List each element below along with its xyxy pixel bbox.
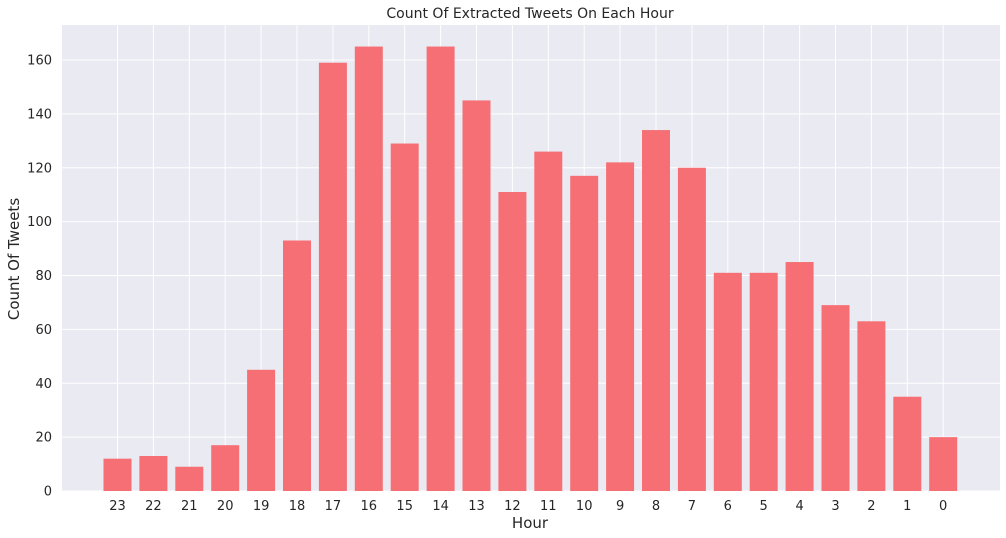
y-tick-label: 40	[35, 377, 52, 392]
x-tick-label: 9	[616, 499, 624, 514]
y-tick-label: 0	[44, 485, 52, 500]
bar-hour-13	[462, 100, 491, 491]
bar-hour-9	[606, 162, 635, 491]
y-tick-label: 80	[35, 269, 52, 284]
x-tick-label: 10	[576, 499, 593, 514]
bar-hour-4	[785, 262, 814, 491]
bar-hour-20	[211, 445, 240, 491]
x-tick-label: 3	[831, 499, 839, 514]
y-tick-label: 120	[27, 161, 52, 176]
x-axis-label: Hour	[512, 514, 549, 532]
x-tick-label: 8	[652, 499, 660, 514]
x-tick-label: 7	[688, 499, 696, 514]
bar-hour-5	[749, 272, 778, 491]
x-tick-label: 2	[867, 499, 875, 514]
bar-hour-23	[103, 458, 132, 491]
x-tick-label: 4	[795, 499, 803, 514]
bar-hour-10	[570, 175, 599, 491]
bar-hour-8	[642, 130, 670, 492]
chart-title: Count Of Extracted Tweets On Each Hour	[386, 6, 673, 22]
y-tick-labels: 0 20 40 60 80 100 120 140 160	[27, 54, 52, 500]
x-tick-label: 16	[361, 499, 378, 514]
bar-hour-6	[713, 272, 742, 491]
bar-hour-7	[677, 167, 706, 491]
y-tick-label: 100	[27, 215, 52, 230]
bar-hour-15	[390, 143, 419, 491]
x-tick-label: 17	[325, 499, 342, 514]
bar-hour-11	[534, 151, 563, 492]
x-tick-label: 13	[468, 499, 485, 514]
bars	[103, 46, 958, 492]
bar-hour-12	[498, 192, 527, 491]
x-tick-label: 1	[903, 499, 911, 514]
bar-hour-14	[426, 46, 455, 491]
bar-hour-21	[175, 466, 204, 491]
bar-hour-0	[929, 437, 958, 491]
x-tick-label: 19	[253, 499, 270, 514]
x-tick-label: 21	[181, 499, 198, 514]
y-tick-label: 60	[35, 323, 52, 338]
bar-hour-2	[857, 321, 886, 491]
x-tick-label: 22	[145, 499, 162, 514]
bar-hour-17	[318, 62, 347, 491]
x-tick-label: 14	[432, 499, 449, 514]
bar-hour-22	[139, 455, 168, 491]
y-tick-label: 20	[35, 431, 52, 446]
x-tick-label: 0	[939, 499, 947, 514]
x-tick-label: 15	[396, 499, 413, 514]
bar-hour-19	[247, 369, 276, 491]
bar-hour-16	[354, 46, 383, 491]
y-tick-label: 140	[27, 107, 52, 122]
x-tick-label: 18	[289, 499, 306, 514]
x-tick-label: 20	[217, 499, 234, 514]
x-tick-label: 11	[540, 499, 557, 514]
x-tick-label: 5	[760, 499, 768, 514]
y-axis-label: Count Of Tweets	[5, 198, 23, 320]
x-tick-label: 12	[504, 499, 521, 514]
bar-hour-1	[893, 396, 922, 491]
bar-hour-18	[283, 240, 311, 491]
x-tick-label: 6	[724, 499, 732, 514]
bar-hour-3	[821, 305, 850, 491]
x-tick-label: 23	[109, 499, 126, 514]
x-tick-labels: 23 22 21 20 19 18 17 16 15 14 13 12 11 10 9 8 7 6 5 4 3 2 1 0	[109, 499, 947, 514]
y-tick-label: 160	[27, 54, 52, 69]
